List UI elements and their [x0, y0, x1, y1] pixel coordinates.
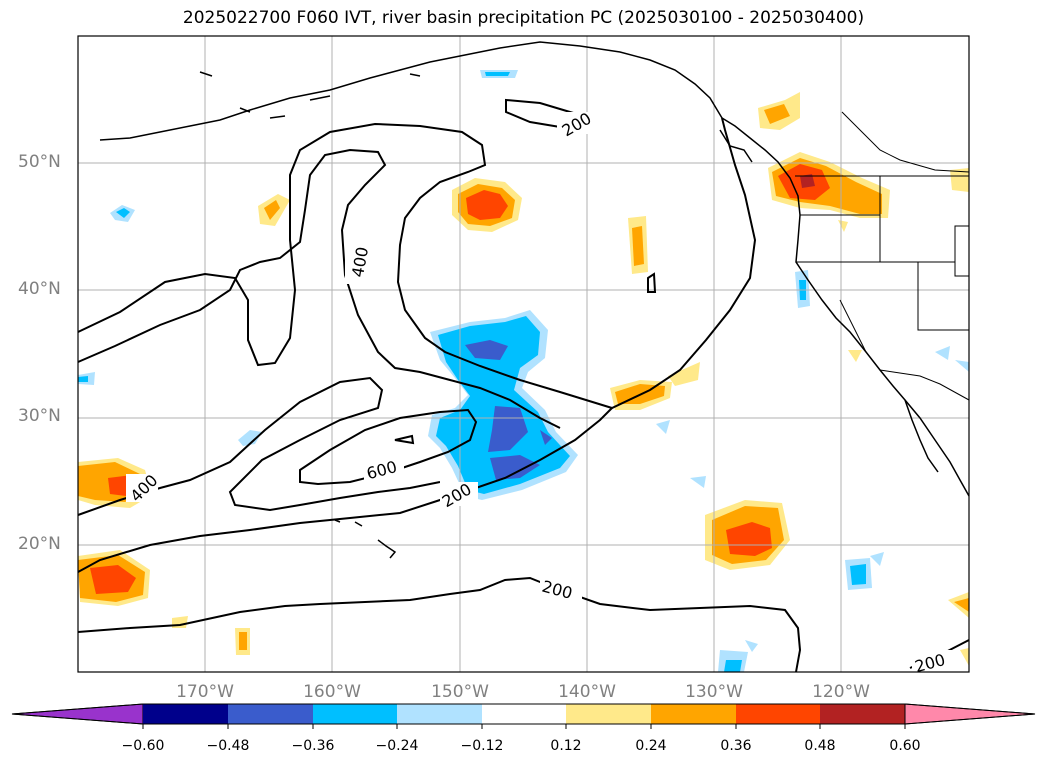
lon-tick-label: 160°W — [303, 682, 361, 702]
colorbar-tick-label: −0.12 — [460, 738, 504, 754]
colorbar-extend-high — [904, 703, 1036, 725]
colorbar-extend-low — [11, 703, 144, 725]
colorbar-tick-label: −0.36 — [291, 738, 335, 754]
colorbar-tick-label: 0.12 — [550, 738, 582, 754]
lon-tick-label: 150°W — [431, 682, 489, 702]
map-frame — [77, 35, 970, 673]
colorbar-tick-label: −0.24 — [375, 738, 419, 754]
colorbar — [11, 703, 1036, 729]
chart-title: 2025022700 F060 IVT, river basin precipi… — [182, 8, 865, 28]
lon-tick-label: 140°W — [558, 682, 616, 702]
ivt-contours — [77, 98, 970, 673]
colorbar-tick-label: 0.36 — [720, 738, 752, 754]
lat-tick-label: 40°N — [18, 279, 61, 299]
political-borders — [795, 111, 970, 401]
lon-tick-label: 120°W — [812, 682, 870, 702]
lat-tick-label: 20°N — [18, 534, 61, 554]
gridlines — [78, 36, 969, 672]
colorbar-tick-label: −0.60 — [121, 738, 165, 754]
lon-tick-label: 170°W — [176, 682, 234, 702]
colorbar-tick-label: 0.24 — [635, 738, 667, 754]
precip-shading — [78, 70, 969, 672]
lat-tick-label: 30°N — [18, 406, 61, 426]
colorbar-tick-label: −0.48 — [206, 738, 250, 754]
lat-tick-label: 50°N — [18, 152, 61, 172]
colorbar-tick-label: 0.60 — [889, 738, 921, 754]
contour-labels: 200 400 600 400 200 200 200 — [126, 109, 954, 676]
colorbar-tick-label: 0.48 — [804, 738, 836, 754]
lon-tick-label: 130°W — [685, 682, 743, 702]
